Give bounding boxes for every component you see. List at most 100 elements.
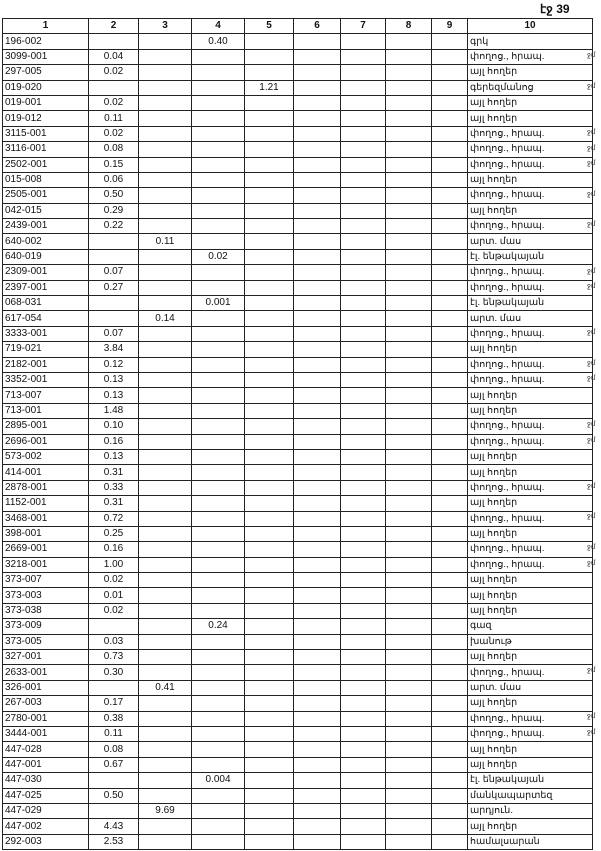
value-cell-col-7 [340,679,386,697]
value-cell-col-8 [385,802,432,820]
value-cell-col-6 [293,448,341,466]
land-use-cell: այլ հողեր [467,818,593,835]
value-cell-col-6 [293,664,341,681]
value-cell-col-7 [340,79,386,96]
value-cell-col-6 [293,510,341,527]
value-cell-col-3 [138,633,192,651]
value-cell-col-5 [244,725,294,743]
value-cell-col-9 [431,833,468,851]
value-cell-col-7 [340,125,386,143]
land-use-cell: այլ հողեր [467,495,593,512]
parcel-code-cell: 3468-001 [2,510,89,527]
value-cell-col-3 [138,248,192,266]
value-cell-col-4 [191,418,245,435]
land-use-cell: փողոց., հրապ. [467,279,593,297]
value-cell-col-7 [340,402,386,420]
parcel-code-cell: 640-002 [2,233,89,250]
value-cell-col-6 [293,495,341,512]
value-cell-col-3 [138,649,192,666]
value-cell-col-7 [340,264,386,281]
value-cell-col-6 [293,64,341,81]
value-cell-col-9 [431,218,468,235]
margin-mark: ջմ [587,129,596,137]
parcel-code-cell: 326-001 [2,679,89,697]
land-use-cell: այլ հողեր [467,387,593,404]
table-row: 640-019 0.02 էլ. ենթակայան [2,248,593,266]
value-cell-col-9 [431,818,468,835]
value-cell-col-3 [138,125,192,143]
value-cell-col-5 [244,371,294,389]
value-cell-col-6 [293,141,341,158]
value-cell-col-9 [431,279,468,297]
value-cell-col-7 [340,187,386,204]
value-cell-col-2: 2.53 [88,833,139,851]
value-cell-col-3: 0.14 [138,310,192,327]
value-cell-col-8 [385,495,432,512]
value-cell-col-2: 0.16 [88,433,139,450]
value-cell-col-8 [385,556,432,574]
value-cell-col-4 [191,356,245,373]
value-cell-col-2: 0.27 [88,279,139,297]
parcel-code-cell: 3333-001 [2,325,89,343]
value-cell-col-2: 4.43 [88,818,139,835]
value-cell-col-3: 0.41 [138,679,192,697]
parcel-code-cell: 373-007 [2,572,89,589]
value-cell-col-5 [244,495,294,512]
table-row: 042-015 0.29 այլ հողեր [2,202,593,220]
value-cell-col-5 [244,510,294,527]
land-use-cell: գազ [467,618,593,635]
value-cell-col-8 [385,479,432,497]
value-cell-col-7 [340,141,386,158]
value-cell-col-5 [244,802,294,820]
table-row: 373-007 0.02 այլ հողեր [2,572,593,589]
value-cell-col-9 [431,618,468,635]
value-cell-col-4 [191,541,245,558]
value-cell-col-4 [191,802,245,820]
value-cell-col-9 [431,464,468,481]
value-cell-col-4 [191,325,245,343]
value-cell-col-7 [340,295,386,312]
value-cell-col-4 [191,402,245,420]
value-cell-col-3 [138,525,192,543]
value-cell-col-9 [431,156,468,173]
value-cell-col-5 [244,48,294,66]
table-row: 2633-001 0.30 փողոց., հրապ. [2,664,593,681]
value-cell-col-4 [191,710,245,727]
land-use-cell: փողոց., հրապ. [467,725,593,743]
value-cell-col-6 [293,94,341,112]
value-cell-col-9 [431,741,468,758]
land-use-cell: փողոց., հրապ. [467,371,593,389]
value-cell-col-3 [138,402,192,420]
value-cell-col-5 [244,156,294,173]
value-cell-col-7 [340,448,386,466]
value-cell-col-8 [385,218,432,235]
value-cell-col-8 [385,64,432,81]
value-cell-col-4 [191,279,245,297]
value-cell-col-8 [385,433,432,450]
value-cell-col-3 [138,602,192,620]
value-cell-col-3 [138,356,192,373]
value-cell-col-7 [340,741,386,758]
value-cell-col-9 [431,402,468,420]
value-cell-col-2 [88,295,139,312]
value-cell-col-2: 0.38 [88,710,139,727]
value-cell-col-9 [431,79,468,96]
value-cell-col-2: 0.22 [88,218,139,235]
value-cell-col-9 [431,725,468,743]
value-cell-col-2: 0.73 [88,649,139,666]
margin-mark: ջմ [587,267,596,275]
value-cell-col-7 [340,279,386,297]
value-cell-col-8 [385,649,432,666]
value-cell-col-4 [191,633,245,651]
value-cell-col-9 [431,325,468,343]
value-cell-col-8 [385,48,432,66]
value-cell-col-6 [293,679,341,697]
value-cell-col-3 [138,448,192,466]
value-cell-col-8 [385,756,432,774]
value-cell-col-8 [385,79,432,96]
value-cell-col-2: 0.06 [88,171,139,189]
table-row: 617-054 0.14 արտ. մաս [2,310,593,327]
value-cell-col-2 [88,618,139,635]
value-cell-col-3 [138,218,192,235]
value-cell-col-3 [138,587,192,604]
